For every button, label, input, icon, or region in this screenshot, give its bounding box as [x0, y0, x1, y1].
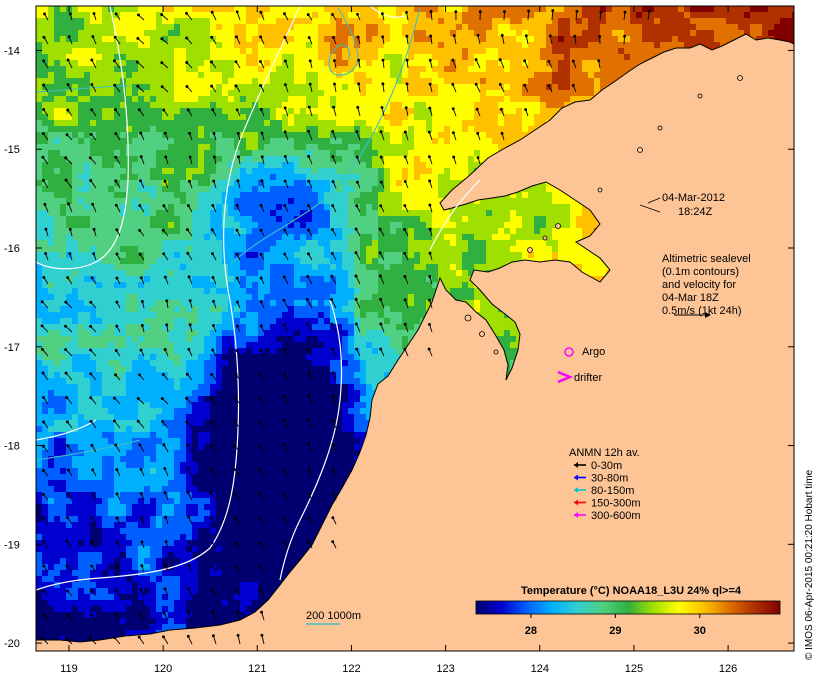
anmn-arrowhead-icon	[574, 512, 578, 518]
lat-tick-label: -17	[4, 342, 20, 354]
argo-label: Argo	[582, 346, 605, 358]
anmn-arrowhead-icon	[574, 499, 578, 506]
altimetry-line-5: 0.5m/s (1kt 24h)	[662, 305, 741, 317]
anmn-legend-item: 0-30m	[574, 460, 622, 472]
altimetry-line-1: Altimetric sealevel	[662, 253, 751, 265]
anmn-legend-label: 0-30m	[591, 460, 622, 472]
lat-tick-label: -19	[4, 539, 20, 551]
drifter-marker-icon	[557, 370, 574, 384]
colorbar-title: Temperature (°C) NOAA18_L3U 24% ql>=4	[521, 585, 742, 597]
argo-marker-icon	[564, 347, 574, 357]
anmn-legend-label: 30-80m	[591, 473, 628, 485]
lat-tick-label: -20	[4, 638, 20, 650]
anmn-legend-item: 300-600m	[574, 510, 641, 522]
lon-tick-label: 125	[625, 663, 643, 675]
isobath-legend: 200 1000m	[306, 610, 361, 625]
anmn-legend-label: 150-300m	[591, 498, 641, 510]
date-line-2: 18:24Z	[678, 206, 713, 218]
anmn-arrowhead-icon	[574, 474, 578, 481]
anmn-legend-item: 30-80m	[574, 473, 628, 485]
date-line-1: 04-Mar-2012	[662, 192, 725, 204]
altimetry-line-3: and velocity for	[662, 279, 736, 291]
velocity-vectors	[40, 9, 651, 645]
anmn-legend-label: 300-600m	[591, 510, 641, 522]
isobath-200m	[36, 7, 421, 461]
anmn-legend-item: 150-300m	[574, 498, 641, 510]
lon-tick-label: 121	[248, 663, 266, 675]
date-annotation: 04-Mar-2012 18:24Z	[639, 192, 725, 218]
argo-legend: Argo	[564, 346, 605, 358]
anmn-arrowhead-icon	[574, 462, 578, 468]
latitude-axis: -14 -15 -16 -17 -18 -19 -20	[4, 45, 794, 650]
altimetry-line-2: (0.1m contours)	[662, 266, 739, 278]
anmn-legend: ANMN 12h av. 0-30m30-80m80-150m150-300m3…	[569, 447, 641, 522]
colorbar-tick-label: 28	[525, 625, 537, 637]
lat-tick-label: -18	[4, 441, 20, 453]
altimetry-annotation: Altimetric sealevel (0.1m contours) and …	[662, 253, 751, 318]
lon-tick-label: 124	[531, 663, 549, 675]
anmn-legend-item: 80-150m	[574, 485, 634, 497]
altimetry-line-4: 04-Mar 18Z	[662, 292, 719, 304]
coastal-islands	[464, 75, 743, 355]
lon-tick-label: 122	[342, 663, 360, 675]
colorbar-tick-label: 29	[609, 625, 621, 637]
anmn-legend-title: ANMN 12h av.	[569, 447, 640, 459]
longitude-axis: 119 120 121 122 123 124 125 126	[60, 6, 737, 675]
lon-tick-label: 123	[436, 663, 454, 675]
lat-tick-label: -15	[4, 144, 20, 156]
lon-tick-label: 126	[719, 663, 737, 675]
colorbar: Temperature (°C) NOAA18_L3U 24% ql>=4 28…	[475, 585, 781, 637]
map-plot-area	[36, 6, 794, 651]
land-mass	[36, 33, 794, 651]
lon-tick-label: 119	[60, 663, 78, 675]
lat-tick-label: -14	[4, 45, 20, 57]
credit-text: © IMOS 06-Apr-2015 00:21:20 Hobart time	[804, 469, 815, 660]
anmn-legend-label: 80-150m	[591, 485, 634, 497]
drifter-legend: drifter	[557, 370, 602, 384]
anmn-arrowhead-icon	[574, 487, 578, 493]
colorbar-scale	[475, 600, 781, 615]
colorbar-ticks: 28 29 30	[525, 614, 706, 637]
lat-tick-label: -16	[4, 243, 20, 255]
isobath-label: 200 1000m	[306, 610, 361, 622]
lon-tick-label: 120	[154, 663, 172, 675]
colorbar-tick-label: 30	[694, 625, 706, 637]
map-frame	[35, 5, 795, 652]
drifter-label: drifter	[574, 372, 602, 384]
